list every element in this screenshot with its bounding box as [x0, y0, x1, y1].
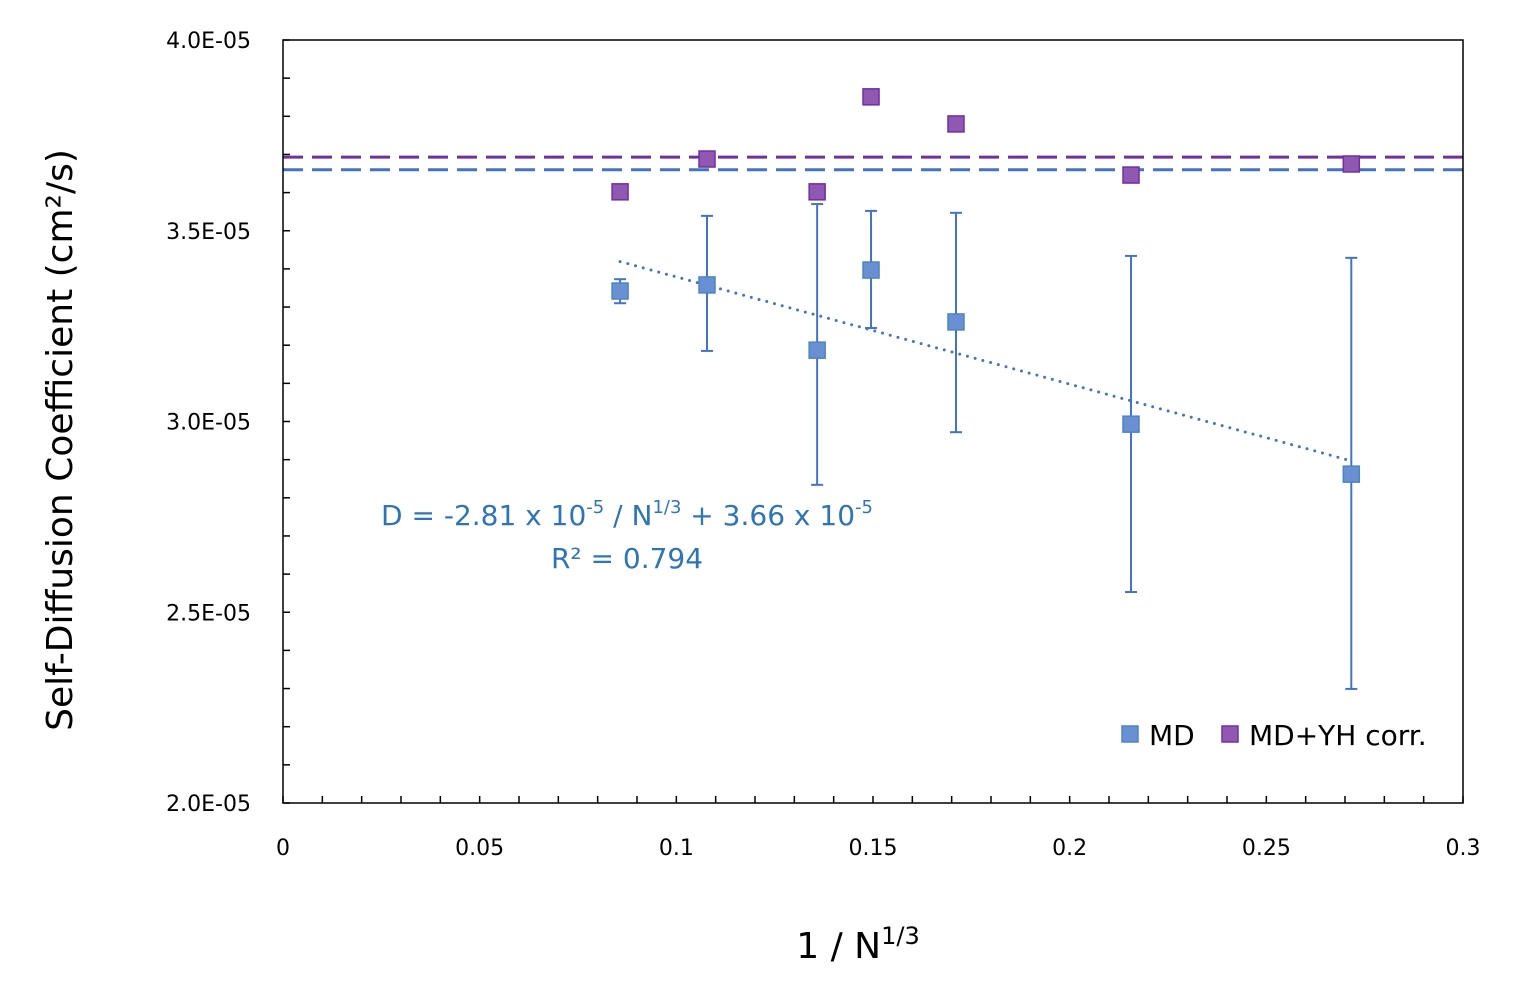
trendline: [618, 260, 1353, 463]
md-data-point: [611, 282, 629, 300]
x-tick-label: 0: [276, 836, 290, 861]
y-tick-label: 4.0E-05: [166, 29, 251, 54]
x-tick-label: 0.25: [1242, 836, 1291, 861]
legend: MD MD+YH corr.: [1121, 719, 1427, 752]
md-yh-data-point: [1122, 166, 1140, 184]
x-tick-label: 0.2: [1052, 836, 1087, 861]
x-axis-label: 1 / N1/3: [796, 922, 919, 967]
legend-marker-md: [1121, 725, 1139, 743]
legend-label-md-yh: MD+YH corr.: [1249, 719, 1427, 752]
y-tick-label: 3.5E-05: [166, 220, 251, 245]
md-yh-data-point: [808, 183, 826, 201]
md-data-point: [698, 276, 716, 294]
trendline-equation: D = -2.81 x 10-5 / N1/3 + 3.66 x 10-5: [381, 497, 873, 532]
md-data-point: [947, 313, 965, 331]
legend-label-md: MD: [1149, 719, 1195, 752]
y-axis-label: Self-Diffusion Coefficient (cm²/s): [40, 149, 81, 731]
md-yh-data-point: [862, 88, 880, 106]
x-tick-label: 0.05: [455, 836, 504, 861]
x-tick-label: 0.3: [1446, 836, 1481, 861]
x-tick-label: 0.15: [849, 836, 898, 861]
r-squared-label: R² = 0.794: [551, 542, 703, 575]
md-yh-data-point: [947, 115, 965, 133]
legend-marker-md-yh: [1221, 725, 1239, 743]
y-tick-label: 3.0E-05: [166, 411, 251, 436]
md-yh-data-point: [1342, 155, 1361, 173]
y-tick-label: 2.0E-05: [166, 792, 251, 817]
md-yh-data-point: [698, 150, 716, 168]
md-data-point: [1342, 465, 1361, 483]
y-tick-label: 2.5E-05: [166, 601, 251, 626]
md-yh-data-point: [611, 183, 629, 201]
plot-area-frame: [282, 39, 1464, 804]
x-tick-label: 0.1: [659, 836, 694, 861]
md-data-point: [1122, 415, 1140, 433]
md-data-point: [808, 341, 826, 359]
md-data-point: [862, 261, 880, 279]
